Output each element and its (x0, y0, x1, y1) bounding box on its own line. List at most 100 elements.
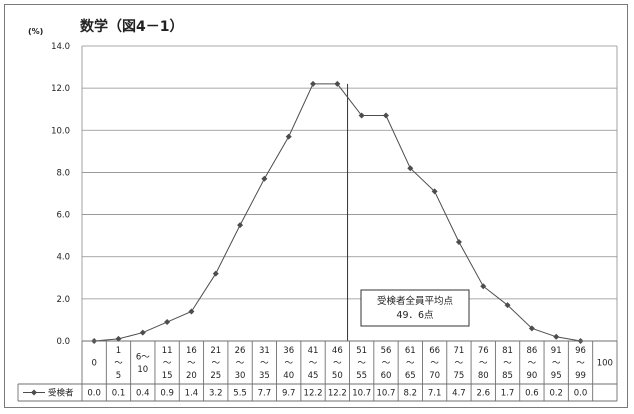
data-value-label: 0.0 (87, 389, 101, 399)
category-label: 66 (429, 346, 440, 356)
data-table: 01～56～1011～1516～2021～2526～3031～3536～4041… (17, 340, 618, 402)
data-point-marker (285, 133, 292, 140)
category-label: 61 (405, 346, 416, 356)
category-label: ～ (406, 359, 415, 369)
data-point-marker (139, 329, 146, 336)
data-point-marker (115, 335, 122, 342)
data-point-marker (261, 175, 268, 182)
category-label: ～ (260, 359, 269, 369)
data-point-marker (334, 80, 341, 87)
category-label: 91 (551, 346, 562, 356)
data-point-marker (504, 302, 511, 309)
category-label: 75 (454, 371, 465, 381)
category-label: 99 (575, 371, 586, 381)
y-tick-label: 6.0 (56, 211, 70, 221)
data-value-label: 12.2 (328, 389, 347, 399)
category-label: ～ (211, 359, 220, 369)
category-label: ～ (455, 359, 464, 369)
data-point-marker (188, 308, 195, 315)
data-point-marker (382, 112, 389, 119)
data-value-label: 5.5 (233, 389, 247, 399)
category-label: ～ (479, 359, 488, 369)
category-label: ～ (528, 359, 537, 369)
legend-marker-swatch (31, 389, 37, 396)
y-tick-label: 4.0 (56, 253, 70, 263)
data-value-label: 7.1 (428, 389, 442, 399)
category-label: ～ (333, 359, 342, 369)
category-label: 95 (551, 371, 562, 381)
category-label: 81 (502, 346, 513, 356)
data-value-label: 0.6 (525, 389, 539, 399)
data-point-marker (237, 222, 244, 229)
y-axis-tick-labels: 0.0 2.0 4.0 6.0 8.0 10.0 12.0 14.0 (51, 42, 70, 347)
category-label: ～ (187, 359, 196, 369)
data-point-marker (310, 80, 317, 87)
data-value-label: 0.1 (112, 389, 126, 399)
data-value-label: 2.6 (476, 389, 490, 399)
data-value-label: 0.0 (574, 389, 588, 399)
category-label: ～ (284, 359, 293, 369)
category-label: 15 (162, 371, 173, 381)
category-label: 55 (356, 371, 367, 381)
category-label: 25 (210, 371, 221, 381)
category-label: 35 (259, 371, 270, 381)
category-label: 96 (575, 346, 586, 356)
category-label: 80 (478, 371, 489, 381)
category-label: 16 (186, 346, 197, 356)
category-label: ～ (430, 359, 439, 369)
data-value-label: 3.2 (209, 389, 223, 399)
category-label: 45 (308, 371, 319, 381)
category-label: 56 (381, 346, 392, 356)
category-label: ～ (576, 359, 585, 369)
category-label: 1 (116, 346, 121, 356)
data-value-label: 1.7 (501, 389, 515, 399)
data-value-label: 10.7 (377, 389, 396, 399)
average-marker: 受検者全員平均点 49．6点 (347, 83, 470, 341)
category-label: 76 (478, 346, 489, 356)
data-value-label: 0.2 (549, 389, 563, 399)
data-point-marker (528, 325, 535, 332)
category-label: 40 (283, 371, 294, 381)
category-label: 11 (162, 346, 173, 356)
data-value-label: 1.4 (185, 389, 199, 399)
category-label: ～ (309, 359, 318, 369)
category-label: 46 (332, 346, 343, 356)
category-label: 71 (454, 346, 465, 356)
category-label: ～ (114, 359, 123, 369)
category-label: 21 (210, 346, 221, 356)
data-point-marker (455, 238, 462, 245)
data-point-marker (407, 165, 414, 172)
data-point-marker (431, 188, 438, 195)
y-tick-label: 0.0 (56, 337, 70, 347)
category-label: 50 (332, 371, 343, 381)
category-label: 30 (235, 371, 246, 381)
data-value-label: 0.9 (160, 389, 174, 399)
category-label: 100 (597, 359, 613, 369)
y-tick-label: 14.0 (51, 42, 70, 52)
category-label: ～ (503, 359, 512, 369)
data-value-label: 12.2 (304, 389, 323, 399)
data-point-marker (358, 112, 365, 119)
category-label: 36 (283, 346, 294, 356)
category-label: 6～ (136, 352, 150, 362)
category-label: 10 (137, 365, 148, 375)
category-label: 60 (381, 371, 392, 381)
category-label: 70 (429, 371, 440, 381)
category-label: 41 (308, 346, 319, 356)
category-label: 85 (502, 371, 513, 381)
category-label: 5 (116, 371, 121, 381)
gridlines (81, 45, 618, 342)
y-tick-label: 2.0 (56, 295, 70, 305)
average-callout-box (360, 289, 470, 327)
category-label: ～ (163, 359, 172, 369)
average-callout-title: 受検者全員平均点 (377, 295, 454, 307)
category-label: ～ (382, 359, 391, 369)
category-label: 26 (235, 346, 246, 356)
data-value-label: 4.7 (452, 389, 466, 399)
y-tick-label: 10.0 (51, 126, 70, 136)
category-label: 86 (526, 346, 537, 356)
average-callout-value: 49．6点 (396, 310, 434, 321)
chart-title: 数学（図4－1） (80, 18, 183, 35)
data-value-label: 10.7 (352, 389, 371, 399)
